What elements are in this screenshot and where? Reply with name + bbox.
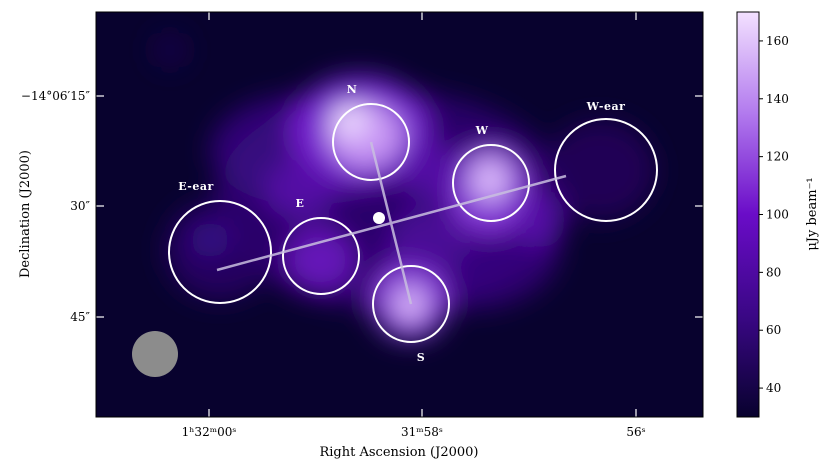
x-tick-labels: 1ʰ32ᵐ00ˢ 31ᵐ58ˢ 56ˢ <box>182 425 646 439</box>
colorbar-tick-label: 120 <box>766 150 789 164</box>
region-circle-e <box>282 217 360 295</box>
colorbar-tick-label: 140 <box>766 92 789 106</box>
region-labels: N W W-ear E-ear E S <box>178 83 625 364</box>
colorbar-label: μJy beam⁻¹ <box>805 177 820 250</box>
y-tick-label: 45″ <box>70 310 90 324</box>
y-tick-labels: −14°06′15″ 30″ 45″ <box>21 89 91 324</box>
x-tick-label: 31ᵐ58ˢ <box>401 425 443 439</box>
plot-frame <box>95 11 704 418</box>
frame-ticks <box>96 12 703 417</box>
x-tick-label: 56ˢ <box>626 425 645 439</box>
region-label-w-ear: W-ear <box>586 100 626 113</box>
emission-map <box>152 32 655 340</box>
region-label-s: S <box>417 351 425 364</box>
core-marker <box>373 212 385 224</box>
minor-axis-line <box>369 141 413 305</box>
region-label-w: W <box>475 124 489 137</box>
x-axis-label: Right Ascension (J2000) <box>319 445 478 460</box>
colorbar-tick-label: 60 <box>766 323 781 337</box>
region-label-e: E <box>296 197 305 210</box>
region-label-n: N <box>347 83 358 96</box>
colorbar-tick-label: 40 <box>766 381 781 395</box>
colorbar-tick-label: 100 <box>766 208 789 222</box>
colorbar-tick-label: 80 <box>766 265 781 279</box>
region-circle-n <box>332 103 410 181</box>
region-circle-e-ear <box>168 200 272 304</box>
region-circle-s <box>372 265 450 343</box>
region-circles <box>168 103 658 343</box>
colorbar-tick-label: 160 <box>766 34 789 48</box>
region-circle-w <box>452 144 530 222</box>
x-tick-label: 1ʰ32ᵐ00ˢ <box>182 425 237 439</box>
y-tick-label: −14°06′15″ <box>21 89 91 103</box>
colorbar-gradient <box>736 11 760 418</box>
beam-ellipse <box>132 331 178 377</box>
y-axis-label: Declination (J2000) <box>18 150 33 278</box>
region-label-e-ear: E-ear <box>178 180 214 193</box>
y-tick-label: 30″ <box>70 199 90 213</box>
colorbar: 40 60 80 100 120 140 160 μJy beam⁻¹ <box>736 11 820 418</box>
region-circle-w-ear <box>554 118 658 222</box>
axis-lines <box>216 141 567 305</box>
